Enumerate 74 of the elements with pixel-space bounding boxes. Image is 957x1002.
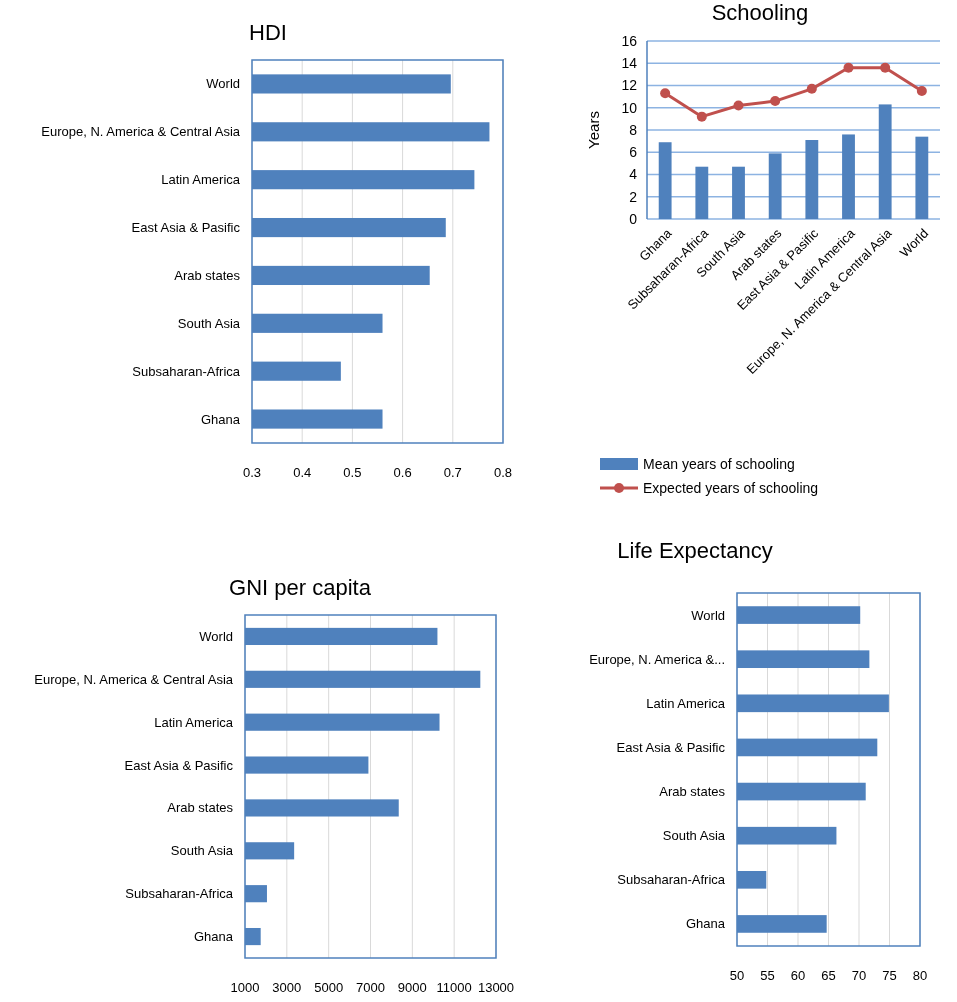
y-tick-label: Arab states <box>167 800 234 816</box>
point <box>843 62 854 73</box>
point <box>880 62 891 73</box>
y-tick-label: Europe, N. America &... <box>589 651 725 667</box>
y-tick-label: South Asia <box>177 315 241 331</box>
bar <box>658 142 672 219</box>
x-tick-label: 9000 <box>397 980 427 995</box>
y-tick-label: 14 <box>621 55 638 72</box>
y-tick-label: Europe, N. America & Central Asia <box>34 671 234 687</box>
x-tick-label: 55 <box>760 968 775 983</box>
x-tick-label: 0.5 <box>343 465 362 480</box>
y-tick-label: 0 <box>629 210 638 227</box>
bar <box>842 134 855 219</box>
y-tick-label: 16 <box>621 32 638 49</box>
point <box>916 86 927 97</box>
x-tick-label: 0.6 <box>393 465 412 480</box>
point <box>733 100 744 111</box>
y-tick-label: World <box>691 607 725 623</box>
y-tick-label: 10 <box>621 99 638 116</box>
y-tick-label: Ghana <box>193 929 234 945</box>
point <box>806 83 817 94</box>
bar <box>805 140 819 219</box>
bar <box>878 104 892 219</box>
x-tick-label: 0.4 <box>293 465 312 480</box>
x-tick-label: 3000 <box>272 980 302 995</box>
x-tick-label: 13000 <box>477 980 515 995</box>
legend-label: Expected years of schooling <box>643 479 819 496</box>
y-tick-label: South Asia <box>170 843 234 859</box>
y-tick-label: 8 <box>629 121 638 138</box>
y-tick-label: 6 <box>629 144 638 161</box>
y-tick-label: South Asia <box>662 828 726 844</box>
point <box>660 88 671 99</box>
x-tick-label: 5000 <box>314 980 344 995</box>
chart-title: HDI <box>249 20 287 45</box>
y-tick-label: World <box>206 76 240 92</box>
y-tick-label: Latin America <box>646 695 726 711</box>
x-tick-label: 0.8 <box>493 465 513 480</box>
bar <box>768 153 782 219</box>
x-tick-label: 50 <box>729 968 745 983</box>
chart-title: GNI per capita <box>229 575 372 600</box>
y-tick-label: Europe, N. America & Central Asia <box>41 124 241 140</box>
y-tick-label: Latin America <box>161 172 241 188</box>
bar <box>732 166 745 219</box>
y-tick-label: Subsaharan-Africa <box>617 872 726 888</box>
x-tick-label: 0.3 <box>242 465 262 480</box>
x-tick-label: 11000 <box>436 980 472 995</box>
x-tick-label: 1000 <box>230 980 260 995</box>
y-tick-label: Subsaharan-Africa <box>125 886 234 902</box>
y-tick-label: 12 <box>621 77 638 94</box>
x-tick-label: 0.7 <box>443 465 462 480</box>
y-tick-label: Ghana <box>200 411 241 427</box>
y-tick-label: Arab states <box>659 784 726 800</box>
chart-title: Life Expectancy <box>617 538 773 563</box>
y-tick-label: East Asia & Pasific <box>616 739 726 755</box>
y-tick-label: Subsaharan-Africa <box>132 363 241 379</box>
point <box>696 111 707 122</box>
y-tick-label: 2 <box>629 188 638 205</box>
point <box>770 96 781 107</box>
chart-title: Schooling <box>711 0 809 25</box>
x-tick-label: 75 <box>882 968 897 983</box>
y-axis-title: Years <box>585 111 602 149</box>
x-tick-label: 7000 <box>356 980 385 995</box>
legend-label: Mean years of schooling <box>643 455 795 472</box>
bar <box>695 166 709 219</box>
y-tick-label: Ghana <box>685 916 726 932</box>
y-tick-label: East Asia & Pasific <box>124 757 234 773</box>
y-tick-label: World <box>199 628 233 644</box>
bar <box>915 136 929 219</box>
x-tick-label: 80 <box>912 968 928 983</box>
y-tick-label: 4 <box>629 166 638 183</box>
y-tick-label: Latin America <box>154 714 234 730</box>
x-tick-label: 65 <box>821 968 836 983</box>
x-tick-label: 60 <box>790 968 806 983</box>
x-tick-label: 70 <box>851 968 867 983</box>
